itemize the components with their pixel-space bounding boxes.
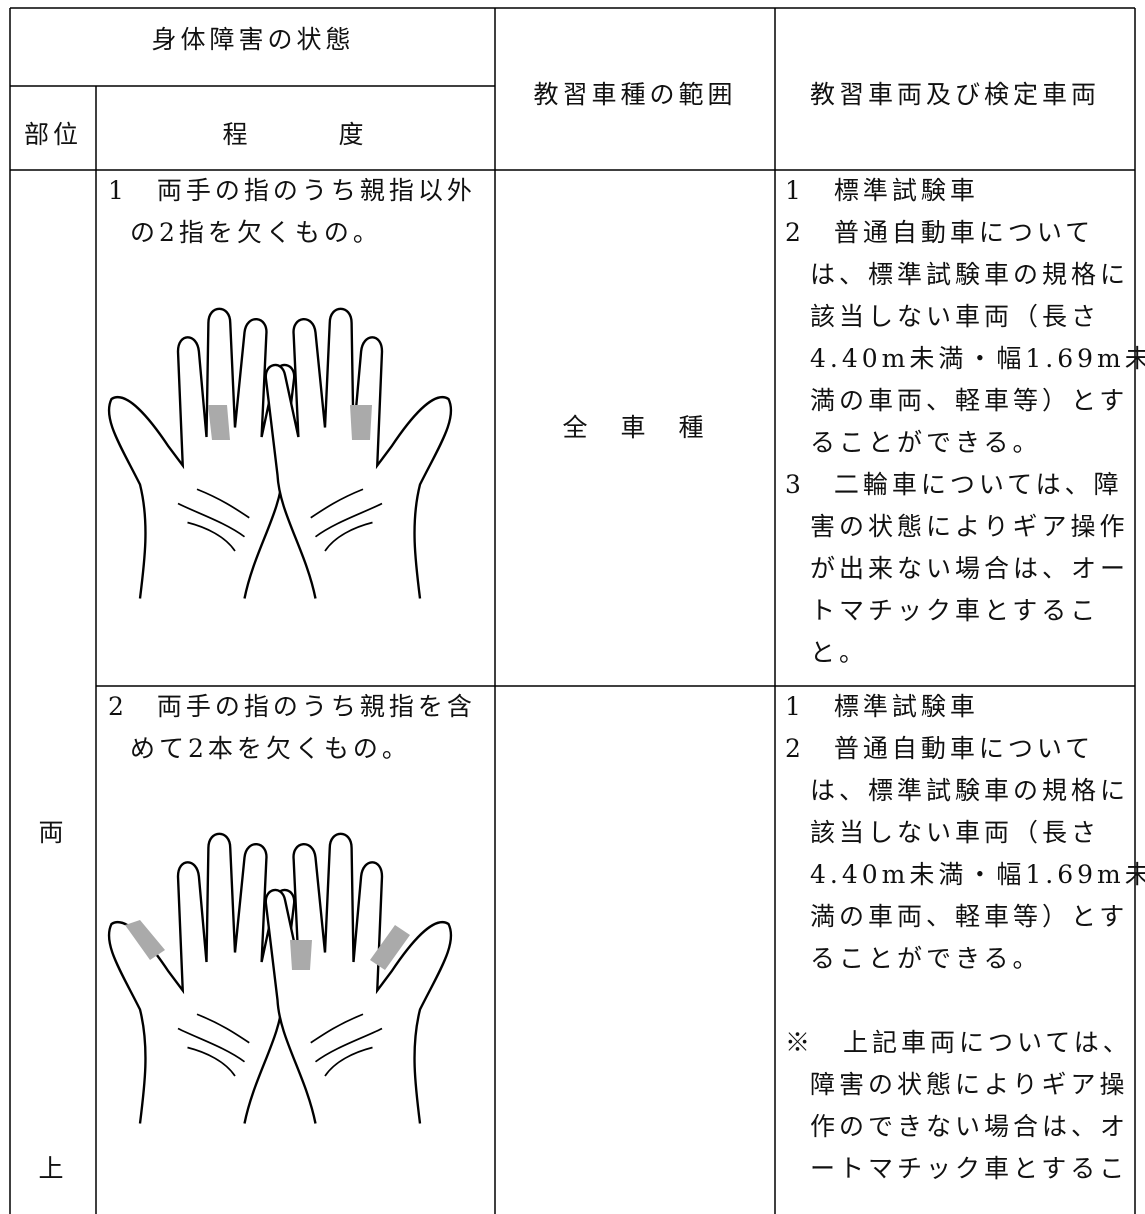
vehicle-text: トマチック車とするこ <box>810 596 1100 625</box>
vehicle-text: 満の車両、軽車等）とす <box>810 902 1129 931</box>
hands-illustration-2 <box>107 832 453 1125</box>
vehicle-text: 3 二輪車については、障 <box>785 470 1123 499</box>
degree-text: の2指を欠くもの。 <box>130 218 382 247</box>
range-text: 全 車 種 <box>562 413 708 442</box>
vehicle-text: 1 標準試験車 <box>785 176 979 205</box>
vehicle-text: 2 普通自動車について <box>785 218 1095 247</box>
header-vehicles: 教習車両及び検定車両 <box>809 80 1101 109</box>
vehicle-text: が出来ない場合は、オー <box>810 554 1130 583</box>
vehicle-text: は、標準試験車の規格に <box>810 776 1130 805</box>
vehicle-text: ることができる。 <box>810 944 1042 973</box>
vehicle-text: 1 標準試験車 <box>785 692 979 721</box>
vehicle-text: 2 普通自動車について <box>785 734 1095 763</box>
header-degree: 程 度 <box>222 120 368 149</box>
vehicle-text: ※ 上記車両については、 <box>785 1028 1132 1057</box>
vehicle-text: 障害の状態によりギア操 <box>810 1070 1129 1099</box>
degree-text: 1 両手の指のうち親指以外 <box>108 176 476 205</box>
vehicle-text: ートマチック車とするこ <box>810 1154 1129 1183</box>
degree-text: 2 両手の指のうち親指を含 <box>108 692 476 721</box>
header-group: 身体障害の状態 <box>151 25 355 54</box>
vehicle-text: 該当しない車両（長さ <box>810 302 1101 331</box>
vehicle-text: 該当しない車両（長さ <box>810 818 1101 847</box>
vehicle-text: と。 <box>810 638 869 667</box>
vehicle-text: 4.40m未満・幅1.69m未 <box>810 344 1145 373</box>
degree-text: めて2本を欠くもの。 <box>130 734 411 763</box>
vehicle-text: 満の車両、軽車等）とす <box>810 386 1129 415</box>
vehicle-text: は、標準試験車の規格に <box>810 260 1130 289</box>
header-part: 部位 <box>23 120 83 149</box>
vehicle-text: ることができる。 <box>810 428 1042 457</box>
vehicle-text: 4.40m未満・幅1.69m未 <box>810 860 1145 889</box>
hands-illustration-1 <box>107 307 453 600</box>
vehicle-text: 作のできない場合は、オ <box>810 1112 1130 1141</box>
body-part: 上 <box>38 1154 68 1183</box>
vehicle-text: 害の状態によりギア操作 <box>810 512 1129 541</box>
body-part: 両 <box>38 818 68 847</box>
header-range: 教習車種の範囲 <box>533 80 737 109</box>
